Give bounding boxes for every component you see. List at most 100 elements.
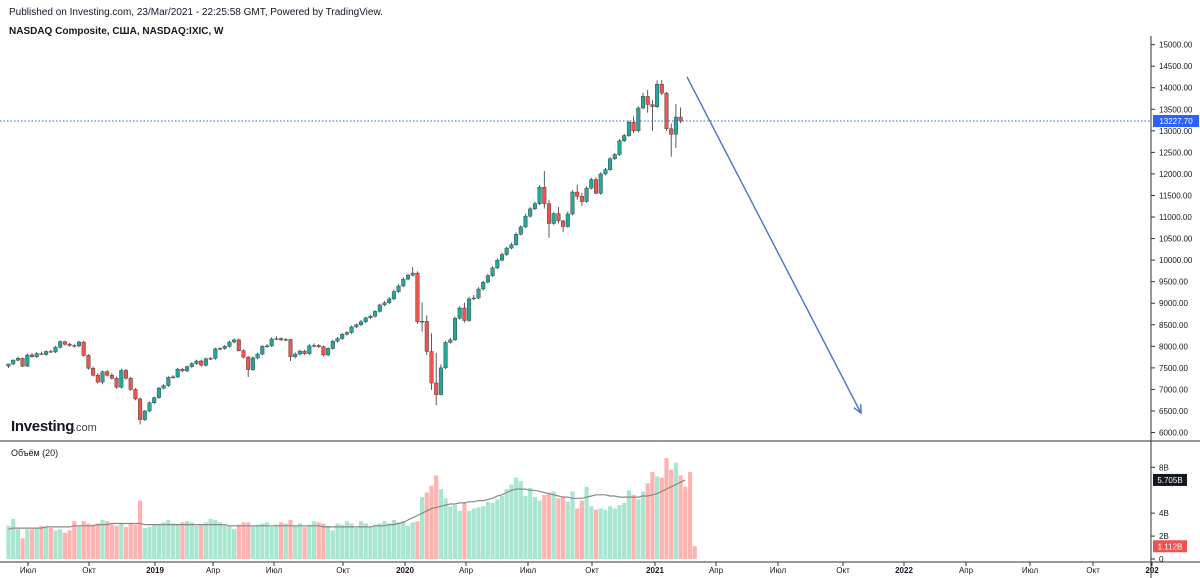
price-tick-label: 8000.00 [1159,342,1188,351]
volume-bar [532,497,537,559]
volume-bar [15,529,20,559]
price-axis: 6000.00 6500.00 7000.00 7500.00 8000.00 8500.… [0,36,1200,578]
candle-body [152,397,157,403]
volume-bar [86,523,91,559]
volume-bar [434,475,439,559]
volume-bar [227,525,232,559]
volume-bar [485,501,490,559]
volume-bar [307,524,312,559]
volume-bar [556,498,561,559]
volume-bar [20,538,25,559]
volume-bar [358,521,364,559]
candle-body [217,348,222,350]
volume-bar [523,495,528,559]
price-tick-label: 10000.00 [1159,256,1193,265]
candle-body [561,220,566,227]
candle-body [321,346,326,356]
candle-body [631,122,636,132]
volume-bar [161,522,166,559]
projection-arrow-head [853,404,862,415]
volume-bar [321,523,326,559]
candle-body [453,318,458,341]
volume-bar [504,489,509,559]
volume-bar [11,518,16,559]
volume-bar [58,529,63,559]
candle-body [495,259,500,269]
candle-body [86,355,91,369]
volume-last-tag [1153,540,1187,553]
volume-bar [264,522,270,559]
volume-bar [316,522,321,559]
volume-bar [396,522,401,559]
volume-bar [6,525,11,559]
price-tick-label: 11500.00 [1159,191,1192,200]
candle-body [584,187,589,202]
candle-body [138,398,143,420]
candle-body [180,368,185,372]
time-tick-label: Июл [20,566,37,575]
volume-bar [260,523,265,559]
candle-body [354,324,359,328]
volume-bar [415,521,420,559]
investing-watermark: Investing .com [11,418,97,435]
volume-bar [683,486,688,559]
volume-bar [194,525,199,559]
candle-body [443,342,448,369]
volume-bar [185,521,190,559]
candle-body [622,135,627,141]
candle-body [514,234,519,245]
candle-body [532,203,537,210]
candle-body [288,339,293,357]
volume-bar [180,522,185,559]
volume-bar [142,528,147,559]
volume-bar [283,523,288,559]
candle-body [246,356,251,370]
candle-body [142,410,147,420]
volume-bar [565,501,570,559]
volume-bar [692,546,697,559]
volume-bar [349,523,354,559]
candle-body [462,307,467,321]
candle-body [109,375,114,379]
candle-body [528,208,533,217]
volume-tick-label: 0 [1159,555,1164,564]
current-price-tag [1153,115,1199,128]
volume-bar [147,526,152,559]
volume-bar [119,523,124,559]
time-tick-label: 2019 [146,566,164,575]
volume-bar [100,520,105,559]
volume-bar [81,521,86,559]
volume-bar [382,521,387,559]
volume-bar [232,529,237,559]
volume-bar [490,502,495,559]
volume-tick-label: 8B [1159,463,1169,472]
time-tick-label: 2021 [646,566,664,575]
volume-bar [452,505,458,559]
time-tick-label: Окт [585,566,599,575]
candle-body [53,346,58,353]
volume-bar [650,471,655,559]
volume-bar [255,524,260,559]
candle-body [500,254,505,261]
published-caption: Published on Investing.com, 23/Mar/2021 … [9,7,383,18]
volume-bar [293,525,298,559]
volume-bar [363,523,368,559]
volume-bar [344,521,349,559]
volume-bar [626,490,631,559]
time-tick-label: Июл [266,566,283,575]
candle-body [565,213,570,227]
candle-body [636,107,641,132]
candle-body [678,116,683,122]
volume-bar [269,526,274,559]
volume-bar [443,498,448,559]
volume-bar [109,524,114,559]
volume-bar [368,526,373,559]
time-tick-label: Окт [1086,566,1100,575]
candle-body [626,122,631,136]
volume-bar [669,469,674,559]
volume-bar [279,522,284,559]
volume-bar [123,526,129,559]
candle-body [570,191,575,215]
price-tick-label: 15000.00 [1159,41,1193,50]
